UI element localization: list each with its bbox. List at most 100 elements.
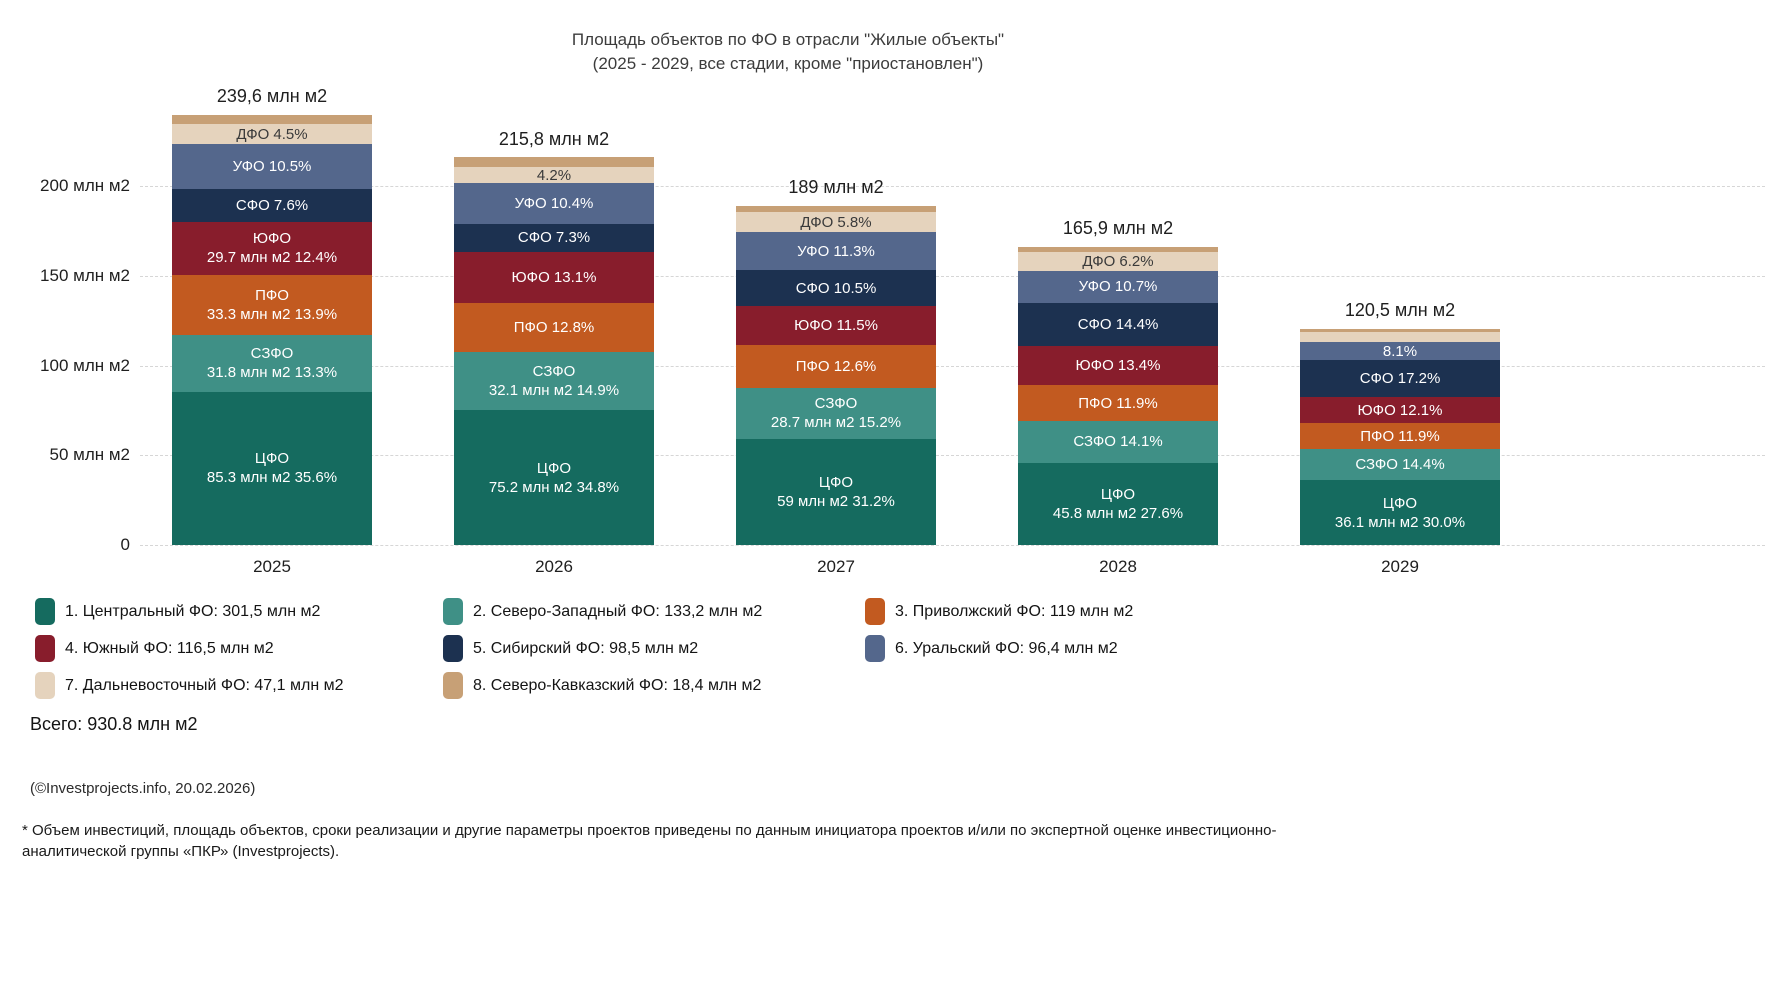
bar-segment-label: ЦФО [818,474,854,492]
legend-swatch [443,598,463,625]
bar-segment-label: ЮФО 13.4% [1075,356,1161,374]
bar-segment-label: СФО 10.5% [795,279,877,297]
legend-swatch [443,635,463,662]
legend-item: 6. Уральский ФО: 96,4 млн м2 [865,635,1365,662]
bar-segment-ufo-2029: 8.1% [1300,342,1500,360]
x-axis-label: 2029 [1381,557,1419,576]
gridline [140,365,1765,367]
total-summary: Всего: 930.8 млн м2 [30,714,198,734]
legend-swatch [865,598,885,625]
legend-item: 5. Сибирский ФО: 98,5 млн м2 [443,635,865,662]
bar-segment-label: УФО 10.7% [1078,278,1158,296]
gridline [140,455,1765,457]
bar-segment-label: ПФО [255,286,289,304]
bar-segment-dfo-2028: ДФО 6.2% [1018,252,1218,271]
bar-segment-szfo-2027: СЗФО 28.7 млн м2 15.2% [736,387,936,440]
bar-segment-szfo-2025: СЗФО 31.8 млн м2 13.3% [172,334,372,392]
bar-segment-label: 4.2% [536,166,572,184]
bar-segment-label: ПФО 12.8% [513,319,595,337]
legend: 1. Центральный ФО: 301,5 млн м2 2. Северо… [35,598,1365,699]
bar-segment-pfo-2026: ПФО 12.8% [454,302,654,353]
bar-segment-label: ЦФО [536,459,572,477]
bar-segment-label: СФО 17.2% [1359,370,1441,387]
bar-segment-label: ДФО 4.5% [236,125,308,143]
y-axis-tick-label: 200 млн м2 [40,176,130,195]
bar-segment-label: СФО 7.3% [517,229,591,247]
bar-segment-dfo-2029 [1300,331,1500,343]
footnote: * Объем инвестиций, площадь объектов, ср… [22,822,1277,860]
x-axis-label: 2025 [253,557,291,576]
bar-segment-label: 33.3 млн м2 13.9% [206,305,338,323]
bar-segment-label: ЮФО 12.1% [1357,401,1443,419]
bar-segment-sfo-2025: СФО 7.6% [172,189,372,222]
bar-segment-label: ЮФО [252,230,292,248]
bar-segment-label: ПФО 11.9% [1360,427,1440,445]
bar-segment-label: ЦФО [1100,485,1136,503]
bar-segment-label: ДФО 5.8% [800,213,872,231]
x-axis-label: 2028 [1099,557,1137,576]
legend-label: 3. Приволжский ФО: 119 млн м2 [895,602,1134,620]
bar-segment-yufo-2026: ЮФО 13.1% [454,252,654,303]
bar-segment-cfo-2029: ЦФО 36.1 млн м2 30.0% [1300,480,1500,545]
bar-total-label: 120,5 млн м2 [1344,299,1456,320]
bar-segment-cfo-2027: ЦФО 59 млн м2 31.2% [736,439,936,545]
bar-total-label: 189 млн м2 [788,176,884,197]
bar-segment-skfo-2027 [736,205,936,213]
bar-segment-label: СЗФО 14.4% [1355,456,1445,474]
bar-segment-yufo-2028: ЮФО 13.4% [1018,345,1218,386]
y-axis-tick-label: 150 млн м2 [40,265,130,285]
legend-label: 1. Центральный ФО: 301,5 млн м2 [65,602,321,620]
bar-segment-label: 75.2 млн м2 34.8% [488,478,620,496]
bar-segment-cfo-2028: ЦФО 45.8 млн м2 27.6% [1018,462,1218,545]
bar-segment-label: СФО 7.6% [235,196,309,214]
legend-item: 7. Дальневосточный ФО: 47,1 млн м2 [35,672,443,699]
bar-segment-yufo-2025: ЮФО 29.7 млн м2 12.4% [172,221,372,276]
bar-segment-label: СЗФО 14.1% [1073,433,1163,451]
bar-segment-label: УФО 10.4% [514,195,594,213]
legend-item: 4. Южный ФО: 116,5 млн м2 [35,635,443,662]
bar-segment-label: 45.8 млн м2 27.6% [1052,504,1184,522]
legend-item: 8. Северо-Кавказский ФО: 18,4 млн м2 [443,672,865,699]
bar-segment-pfo-2029: ПФО 11.9% [1300,423,1500,449]
bar-segment-label: ЮФО 11.5% [794,316,878,334]
legend-swatch [35,635,55,662]
bar-segment-label: ПФО 11.9% [1078,394,1158,412]
copyright: (©Investprojects.info, 20.02.2026) [30,780,256,797]
bar-segment-label: УФО 10.5% [232,157,312,175]
bar-segment-sfo-2028: СФО 14.4% [1018,302,1218,346]
legend-item: 2. Северо-Западный ФО: 133,2 млн м2 [443,598,865,625]
y-axis-tick-label: 50 млн м2 [49,445,131,465]
y-axis-tick-label: 0 [120,535,130,554]
legend-swatch [443,672,463,699]
bar-total-label: 165,9 млн м2 [1062,218,1174,239]
bar-segment-label: 28.7 млн м2 15.2% [770,414,902,432]
bar-segment-label: 31.8 млн м2 13.3% [206,364,338,382]
bar-segment-sfo-2026: СФО 7.3% [454,223,654,253]
bar-segment-label: 29.7 млн м2 12.4% [206,249,338,267]
legend-swatch [35,598,55,625]
bar-segment-dfo-2027: ДФО 5.8% [736,212,936,232]
bar-segment-szfo-2029: СЗФО 14.4% [1300,448,1500,481]
gridline [140,545,1765,546]
gridline [140,275,1765,277]
bar-segment-szfo-2028: СЗФО 14.1% [1018,420,1218,463]
bar-segment-ufo-2025: УФО 10.5% [172,143,372,190]
bar-segment-label: ЮФО 13.1% [511,268,597,286]
bar-segment-label: ПФО 12.6% [795,357,877,375]
legend-swatch [865,635,885,662]
bar-segment-label: УФО 11.3% [797,242,875,260]
bar-segment-cfo-2025: ЦФО 85.3 млн м2 35.6% [172,391,372,545]
bar-segment-cfo-2026: ЦФО 75.2 млн м2 34.8% [454,410,654,545]
bar-segment-yufo-2027: ЮФО 11.5% [736,305,936,345]
legend-label: 5. Сибирский ФО: 98,5 млн м2 [473,639,699,657]
bar-segment-sfo-2027: СФО 10.5% [736,270,936,306]
legend-label: 7. Дальневосточный ФО: 47,1 млн м2 [65,676,344,694]
bar-segment-pfo-2025: ПФО 33.3 млн м2 13.9% [172,275,372,335]
bar-segment-skfo-2026 [454,157,654,168]
bar-segment-dfo-2025: ДФО 4.5% [172,124,372,144]
bar-segment-yufo-2029: ЮФО 12.1% [1300,397,1500,424]
bar-segment-label: 32.1 млн м2 14.9% [488,382,620,400]
bar-segment-sfo-2029: СФО 17.2% [1300,359,1500,398]
x-axis-label: 2027 [817,557,855,576]
